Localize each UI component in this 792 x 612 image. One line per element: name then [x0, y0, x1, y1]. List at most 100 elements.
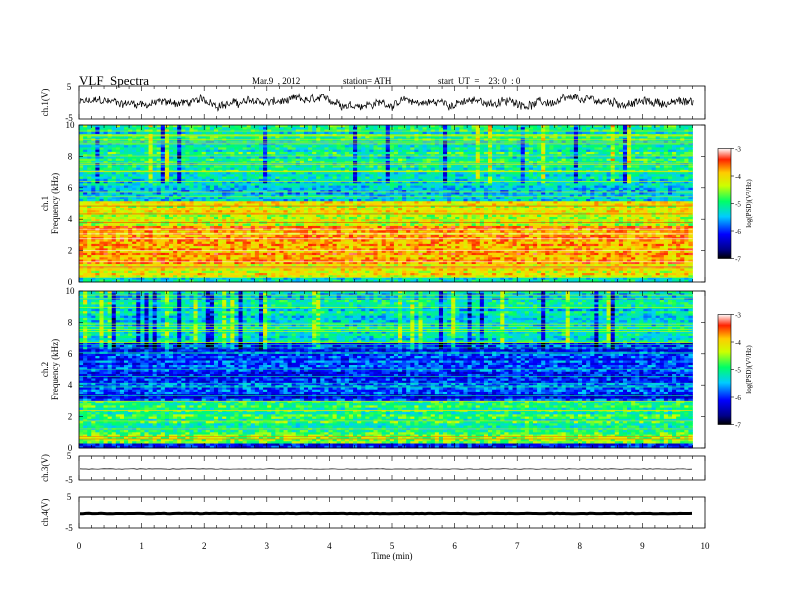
ch1-cell [582, 159, 586, 162]
ch1-cell [480, 143, 484, 146]
ch1-cell [603, 136, 607, 139]
ch1-cell [468, 152, 472, 155]
ch1-cell [668, 152, 672, 155]
ch1-cell [443, 183, 447, 186]
ch1-cell [206, 127, 210, 130]
ch1-cell [132, 136, 136, 139]
ch1-cell [414, 174, 418, 177]
ch1-cell [570, 183, 574, 186]
ch1-cell [558, 174, 562, 177]
ch1-cell [189, 152, 193, 155]
ch1-cell [570, 174, 574, 177]
ch1-cell [218, 174, 222, 177]
ch1-cell [132, 143, 136, 146]
ch1-cell [288, 152, 292, 155]
ch1-cell [128, 174, 132, 177]
ch1-cell [218, 183, 222, 186]
ch1-cell [582, 127, 586, 130]
ch1-cell [369, 127, 373, 130]
ch1-cell [296, 174, 300, 177]
ch1-cell [288, 183, 292, 186]
ch1-cell [300, 174, 304, 177]
ch1-cell [337, 183, 341, 186]
ch1-cell [333, 183, 337, 186]
ch1-cell [476, 174, 480, 177]
ch1-cell [414, 168, 418, 171]
ch1-cell [418, 168, 422, 171]
ch1-cell [263, 143, 267, 146]
ch1-cell [99, 183, 103, 186]
ch1-cell [533, 168, 537, 171]
ch1-cell [341, 168, 345, 171]
ch1-cell [140, 152, 144, 155]
ch1-cell [394, 159, 398, 162]
ch1-cell [615, 174, 619, 177]
ch1-cell [239, 183, 243, 186]
ch1-cell [468, 159, 472, 162]
ch1-cell [357, 168, 361, 171]
ch1-cell [341, 127, 345, 130]
ch1-cell [619, 159, 623, 162]
ch1-cell [414, 143, 418, 146]
ch1-cell [214, 136, 218, 139]
ch1-ytick-label: 5 [67, 82, 72, 92]
ch1-cell [120, 136, 124, 139]
ch1-cell [656, 152, 660, 155]
ch1-cell [222, 152, 226, 155]
ch1-cell [418, 174, 422, 177]
ch1-cell [243, 168, 247, 171]
ch1-cell [194, 127, 198, 130]
ch1-cell [161, 152, 165, 155]
ch1-cell [324, 183, 328, 186]
ch1-cell [594, 152, 598, 155]
ch1-cell [680, 168, 684, 171]
ch1-cell [619, 174, 623, 177]
ch1-cell [320, 127, 324, 130]
ch1-cell [95, 174, 99, 177]
ch1-cell [365, 183, 369, 186]
ch1-cell [664, 143, 668, 146]
ch1-cell [521, 136, 525, 139]
ch1-cell [668, 143, 672, 146]
ch1-cell [271, 174, 275, 177]
ch1-cell [181, 143, 185, 146]
ch1-cell [619, 136, 623, 139]
ch1-cell [623, 143, 627, 146]
ch1-cell [582, 174, 586, 177]
ch1-cell [476, 143, 480, 146]
ch1-cell [198, 136, 202, 139]
ch1-cell [402, 136, 406, 139]
ch1-cell [590, 168, 594, 171]
ch1-cell [226, 136, 230, 139]
ch1-cell [120, 183, 124, 186]
ch1-cell [574, 127, 578, 130]
ch1-cell [210, 136, 214, 139]
ch1-cell [480, 127, 484, 130]
ch1-cell [83, 152, 87, 155]
ch1-cell [247, 168, 251, 171]
ch1-cell [386, 168, 390, 171]
ch1-cell [255, 152, 259, 155]
ch1-cell [349, 159, 353, 162]
ch1-cell [378, 127, 382, 130]
ch1-cell [194, 183, 198, 186]
ch1-cell [157, 152, 161, 155]
ch1-cell [468, 127, 472, 130]
ch1-cell [120, 127, 124, 130]
ch1-cell [688, 152, 692, 155]
ch1-cell [112, 168, 116, 171]
ch1-cell [361, 143, 365, 146]
ch1-cell [251, 127, 255, 130]
ch1-cell [468, 183, 472, 186]
ch1-cell [590, 143, 594, 146]
ch1-cell [623, 152, 627, 155]
ch1-cell [647, 159, 651, 162]
ch1-cell [91, 143, 95, 146]
ch1-cell [234, 136, 238, 139]
ch1-cell [198, 152, 202, 155]
ch1-cell [157, 168, 161, 171]
ch1-cell [463, 159, 467, 162]
ch1-cell [165, 174, 169, 177]
ch1-cell [144, 127, 148, 130]
ch1-cell [553, 183, 557, 186]
